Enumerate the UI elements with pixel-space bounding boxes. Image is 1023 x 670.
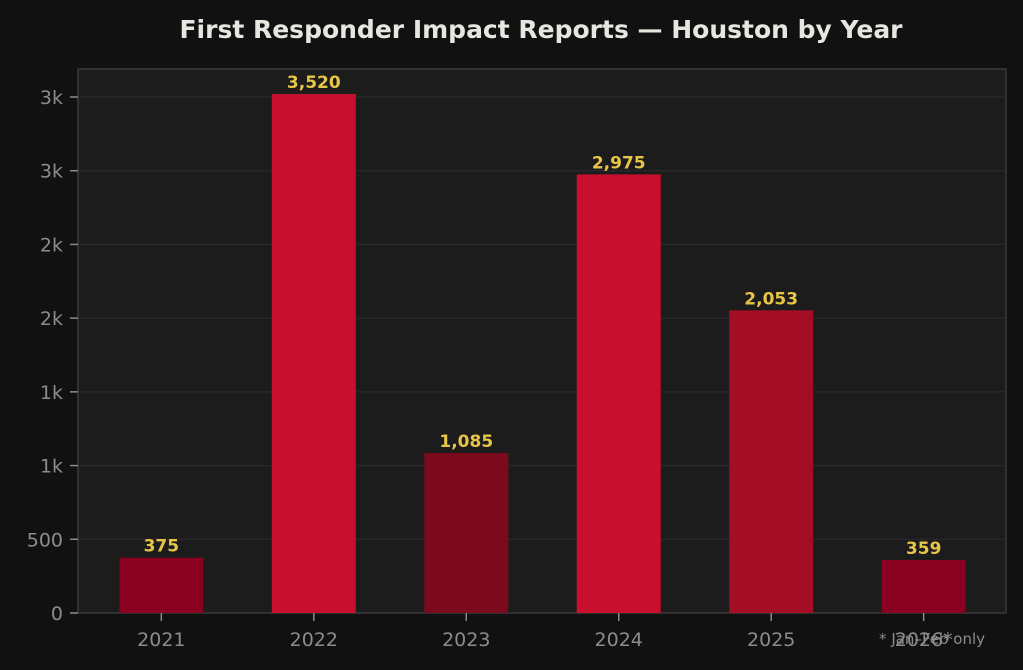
y-tick-label: 1k [40,382,63,404]
value-label: 3,520 [287,73,341,93]
y-tick-label: 2k [40,234,63,256]
value-label: 359 [906,539,942,559]
plot-area [77,68,1007,614]
x-tick-label: 2024 [595,629,643,651]
y-tick-label: 500 [27,529,63,551]
bar [119,557,204,613]
chart-title: First Responder Impact Reports — Houston… [179,15,903,44]
value-label: 2,975 [592,153,646,173]
x-tick-label: 2021 [137,629,185,651]
x-tick-label: 2025 [747,629,795,651]
x-tick-label: 2023 [442,629,490,651]
value-label: 375 [144,537,180,557]
y-tick-label: 3k [40,161,63,183]
y-tick-label: 3k [40,87,63,109]
y-tick-label: 2k [40,308,63,330]
y-tick-label: 1k [40,456,63,478]
bar [576,174,661,613]
value-label: 1,085 [439,432,493,452]
bar [424,453,509,613]
bar [271,94,356,613]
x-tick-label: 2022 [290,629,338,651]
bar [881,560,966,613]
value-label: 2,053 [744,289,798,309]
annotation-note: * Jan–Feb only [879,630,985,648]
bar [729,310,814,613]
x-tick-label: 2026* [895,629,953,651]
y-tick-label: 0 [51,603,63,625]
